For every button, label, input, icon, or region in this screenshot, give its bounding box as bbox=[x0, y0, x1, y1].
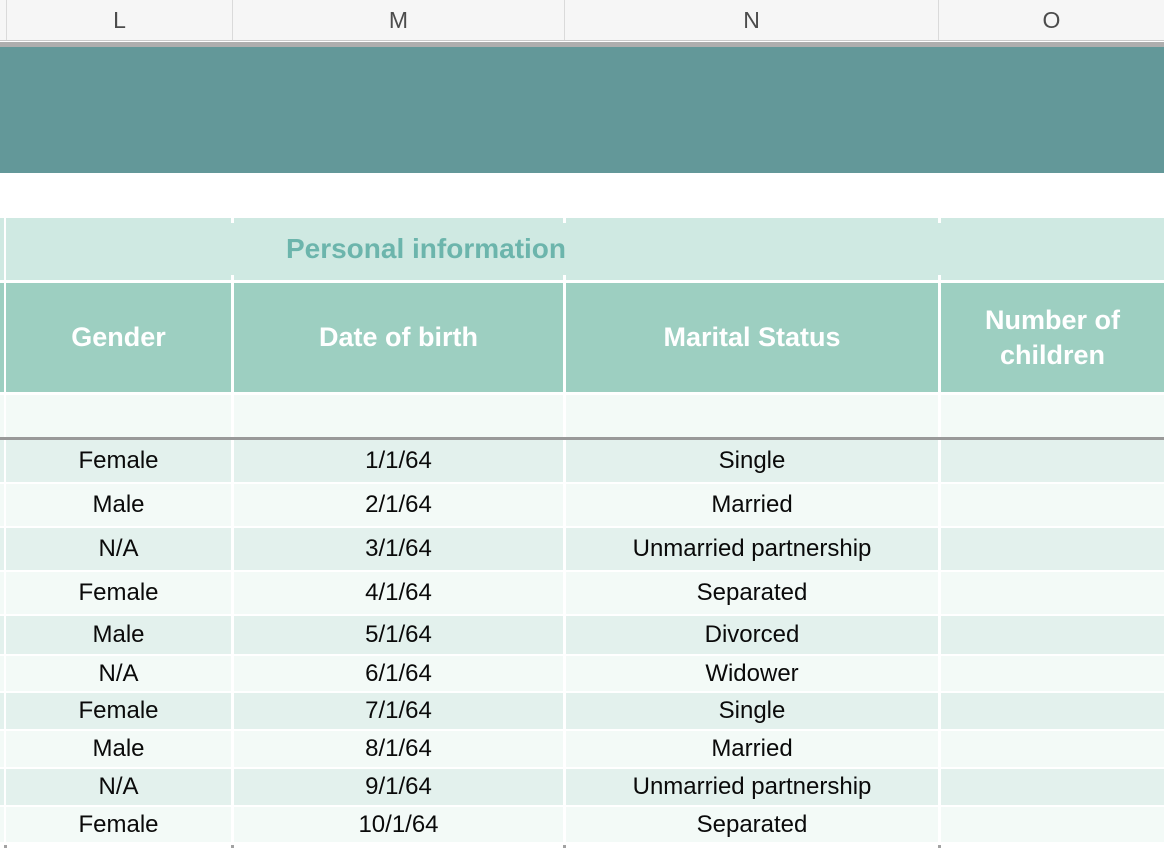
section-title-row: Personal information bbox=[0, 218, 1164, 280]
cell-marital-status[interactable]: Unmarried partnership bbox=[566, 528, 938, 570]
empty-cell[interactable] bbox=[6, 395, 231, 437]
table-row: Male 2/1/64 Married bbox=[0, 484, 1164, 528]
cell-gender[interactable]: Male bbox=[6, 484, 231, 526]
cell-gender[interactable]: N/A bbox=[6, 656, 231, 691]
cut-left-cell bbox=[0, 693, 4, 729]
cut-left-cell bbox=[0, 484, 4, 526]
gridline-tick bbox=[563, 845, 566, 848]
header-cell-gender[interactable]: Gender bbox=[6, 283, 231, 392]
cell-number-of-children[interactable] bbox=[941, 572, 1164, 614]
cell-date-of-birth[interactable]: 2/1/64 bbox=[234, 484, 563, 526]
cell-number-of-children[interactable] bbox=[941, 693, 1164, 729]
table-row: Female 1/1/64 Single bbox=[0, 440, 1164, 484]
table-body: Female 1/1/64 Single Male 2/1/64 Married… bbox=[0, 440, 1164, 844]
cell-date-of-birth[interactable]: 7/1/64 bbox=[234, 693, 563, 729]
cell-gender[interactable]: Female bbox=[6, 807, 231, 842]
cell-boundary-notch bbox=[231, 218, 234, 223]
column-header-N[interactable]: N bbox=[564, 0, 938, 40]
cell-date-of-birth[interactable]: 1/1/64 bbox=[234, 440, 563, 482]
cut-left-cell bbox=[0, 440, 4, 482]
cut-left-cell bbox=[0, 769, 4, 805]
cell-date-of-birth[interactable]: 4/1/64 bbox=[234, 572, 563, 614]
cell-marital-status[interactable]: Widower bbox=[566, 656, 938, 691]
table-row: Female 10/1/64 Separated bbox=[0, 807, 1164, 844]
cut-left-cell bbox=[0, 656, 4, 691]
gridline-tick bbox=[4, 845, 7, 848]
header-cell-date-of-birth[interactable]: Date of birth bbox=[234, 283, 563, 392]
cell-marital-status[interactable]: Unmarried partnership bbox=[566, 769, 938, 805]
cell-gender[interactable]: Male bbox=[6, 616, 231, 654]
section-title: Personal information bbox=[285, 233, 567, 264]
cell-marital-status[interactable]: Married bbox=[566, 731, 938, 767]
table-row: Female 4/1/64 Separated bbox=[0, 572, 1164, 616]
cut-left-cell bbox=[0, 616, 4, 654]
cell-marital-status[interactable]: Divorced bbox=[566, 616, 938, 654]
cell-marital-status[interactable]: Separated bbox=[566, 572, 938, 614]
cell-date-of-birth[interactable]: 9/1/64 bbox=[234, 769, 563, 805]
cell-date-of-birth[interactable]: 3/1/64 bbox=[234, 528, 563, 570]
cell-marital-status[interactable]: Separated bbox=[566, 807, 938, 842]
cut-left-cell bbox=[0, 807, 4, 842]
cut-left-cell bbox=[0, 283, 4, 392]
table-row: N/A 9/1/64 Unmarried partnership bbox=[0, 769, 1164, 807]
cell-gender[interactable]: Male bbox=[6, 731, 231, 767]
cell-boundary-notch bbox=[563, 275, 566, 280]
cell-gender[interactable]: Female bbox=[6, 572, 231, 614]
table-row: Male 8/1/64 Married bbox=[0, 731, 1164, 769]
cell-marital-status[interactable]: Single bbox=[566, 440, 938, 482]
cell-boundary-notch bbox=[563, 218, 566, 223]
gridline-tick bbox=[231, 845, 234, 848]
cell-gender[interactable]: Female bbox=[6, 693, 231, 729]
cut-left-cell bbox=[0, 218, 4, 280]
frozen-row-line bbox=[0, 437, 1164, 440]
cell-number-of-children[interactable] bbox=[941, 769, 1164, 805]
table-row: N/A 3/1/64 Unmarried partnership bbox=[0, 528, 1164, 572]
cell-number-of-children[interactable] bbox=[941, 440, 1164, 482]
cell-boundary-notch bbox=[938, 275, 941, 280]
header-cell-number-of-children[interactable]: Number of children bbox=[941, 283, 1164, 392]
column-header-L[interactable]: L bbox=[6, 0, 232, 40]
cell-date-of-birth[interactable]: 6/1/64 bbox=[234, 656, 563, 691]
cut-left-cell bbox=[0, 572, 4, 614]
empty-row bbox=[0, 395, 1164, 437]
cut-left-cell bbox=[0, 731, 4, 767]
cell-number-of-children[interactable] bbox=[941, 528, 1164, 570]
table-row: Female 7/1/64 Single bbox=[0, 693, 1164, 731]
table-banner-band[interactable] bbox=[0, 47, 1164, 173]
gridline-tick bbox=[938, 845, 941, 848]
cut-left-cell bbox=[0, 528, 4, 570]
section-title-cell[interactable]: Personal information bbox=[6, 218, 1164, 280]
cell-boundary-notch bbox=[231, 275, 234, 280]
column-header-M[interactable]: M bbox=[232, 0, 564, 40]
empty-cell[interactable] bbox=[234, 395, 563, 437]
column-header-O[interactable]: O bbox=[938, 0, 1164, 40]
bottom-gridline-ticks bbox=[0, 844, 1164, 848]
empty-cell[interactable] bbox=[566, 395, 938, 437]
column-header-strip: L M N O bbox=[0, 0, 1164, 41]
cell-marital-status[interactable]: Single bbox=[566, 693, 938, 729]
table-header-row: Gender Date of birth Marital Status Numb… bbox=[0, 283, 1164, 392]
cell-number-of-children[interactable] bbox=[941, 484, 1164, 526]
frozen-pane-divider bbox=[0, 42, 1164, 47]
table-row: N/A 6/1/64 Widower bbox=[0, 656, 1164, 693]
cell-boundary-notch bbox=[938, 218, 941, 223]
cell-number-of-children[interactable] bbox=[941, 656, 1164, 691]
table-row: Male 5/1/64 Divorced bbox=[0, 616, 1164, 656]
header-cell-marital-status[interactable]: Marital Status bbox=[566, 283, 938, 392]
cell-marital-status[interactable]: Married bbox=[566, 484, 938, 526]
cell-gender[interactable]: N/A bbox=[6, 769, 231, 805]
cell-date-of-birth[interactable]: 5/1/64 bbox=[234, 616, 563, 654]
cell-number-of-children[interactable] bbox=[941, 731, 1164, 767]
cell-date-of-birth[interactable]: 8/1/64 bbox=[234, 731, 563, 767]
cell-gender[interactable]: N/A bbox=[6, 528, 231, 570]
cell-date-of-birth[interactable]: 10/1/64 bbox=[234, 807, 563, 842]
cell-gender[interactable]: Female bbox=[6, 440, 231, 482]
cell-number-of-children[interactable] bbox=[941, 616, 1164, 654]
cell-number-of-children[interactable] bbox=[941, 807, 1164, 842]
empty-cell[interactable] bbox=[941, 395, 1164, 437]
cut-left-cell bbox=[0, 395, 4, 437]
